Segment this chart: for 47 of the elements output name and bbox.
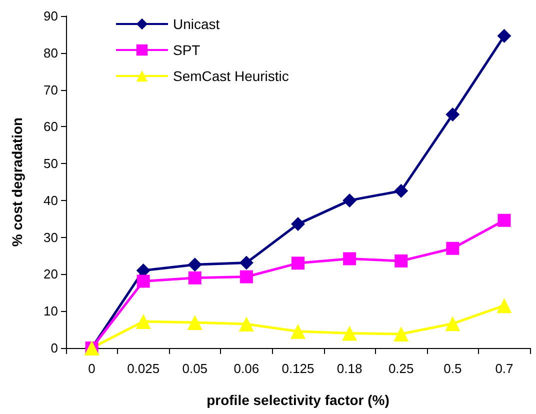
point [292, 256, 304, 270]
point [136, 274, 150, 288]
y-axis-title: % cost degradation [9, 117, 25, 247]
y-tick-label: 40 [44, 192, 58, 208]
point [187, 315, 202, 330]
x-tick-label: 0.025 [127, 361, 160, 376]
y-tick-label: 30 [44, 230, 58, 245]
point [342, 193, 357, 208]
y-tick-label: 20 [44, 266, 58, 282]
x-tick-label: 0.05 [182, 361, 208, 376]
point [446, 107, 460, 122]
point [291, 217, 305, 232]
point [239, 256, 254, 270]
point [188, 258, 202, 272]
point [342, 326, 358, 341]
y-tick-label: 70 [44, 82, 58, 98]
point [446, 242, 460, 255]
x-tick-label: 0.7 [495, 361, 514, 376]
legend-label: SPT [173, 42, 201, 58]
point [136, 314, 151, 329]
x-tick-label: 0.25 [388, 361, 414, 376]
y-tick-label: 60 [44, 119, 58, 134]
y-tick-label: 50 [44, 156, 58, 172]
y-tick-label: 90 [44, 8, 58, 24]
y-tick-label: 0 [50, 340, 58, 356]
point [394, 184, 408, 198]
x-tick-label: 0.18 [336, 361, 362, 376]
point [188, 271, 202, 284]
point [394, 326, 409, 342]
x-tick-label: 0.125 [282, 361, 314, 376]
x-tick-label: 0.06 [234, 361, 260, 376]
point [343, 252, 356, 266]
legend-label: SemCast Heuristic [173, 68, 289, 84]
x-axis-title: profile selectivity factor (%) [206, 392, 390, 408]
legend-label: Unicast [173, 16, 220, 32]
x-tick-label: 0.5 [444, 361, 462, 376]
point [290, 324, 306, 339]
point [445, 316, 460, 332]
y-tick-label: 80 [44, 45, 58, 60]
point [498, 214, 511, 227]
point [394, 254, 408, 268]
y-tick-label: 10 [44, 304, 58, 319]
point [238, 316, 254, 332]
point [496, 298, 512, 314]
point [240, 270, 253, 284]
point [497, 28, 512, 43]
x-tick-label: 0 [88, 361, 96, 376]
